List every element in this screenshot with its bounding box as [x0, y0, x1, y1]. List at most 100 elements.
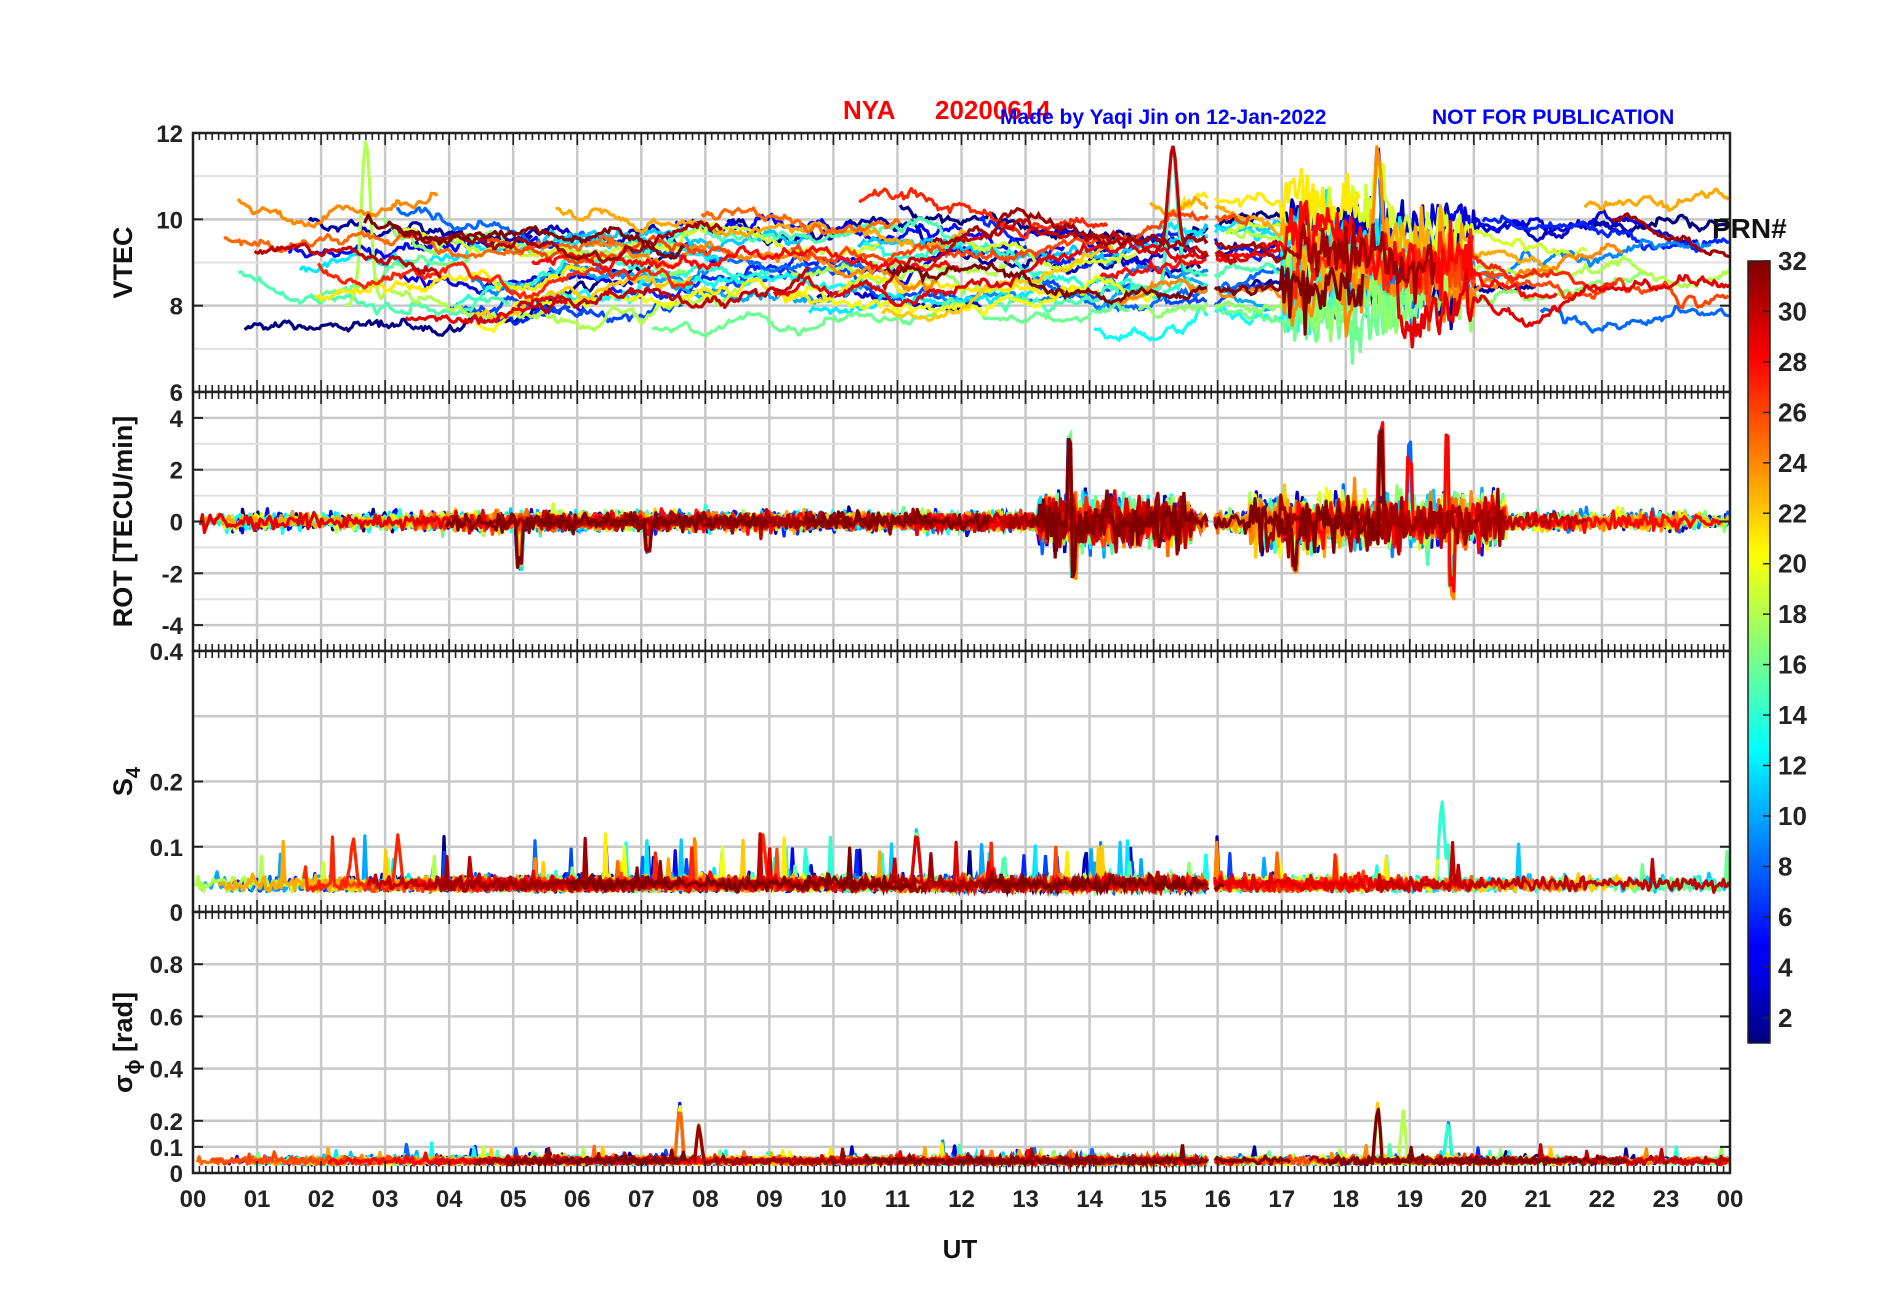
x-tick-label: 18 — [1332, 1186, 1359, 1213]
trace-prn-32 — [513, 1148, 687, 1167]
y-tick-label: 12 — [156, 121, 183, 148]
x-tick-label: 05 — [500, 1186, 527, 1213]
panel-vtec: 6 8 10 12 VTEC — [108, 121, 1732, 407]
colorbar-tick-label: 22 — [1778, 498, 1807, 528]
trace-prn-8 — [396, 206, 868, 273]
x-tick-label: 00 — [1717, 1186, 1744, 1213]
trace-prn-30 — [253, 242, 442, 279]
y-tick-label: 0.8 — [150, 952, 183, 979]
x-tick-label: 12 — [948, 1186, 975, 1213]
x-tick-label: 21 — [1525, 1186, 1552, 1213]
trace-prn-31 — [932, 206, 1209, 250]
colorbar-tick-label: 28 — [1778, 347, 1807, 377]
x-tick-label: 07 — [628, 1186, 655, 1213]
y-tick-label: 2 — [170, 458, 183, 485]
y-tick-label: -4 — [162, 613, 184, 640]
colorbar-gradient — [1747, 260, 1771, 1044]
y-tick-label: 0.6 — [150, 1004, 183, 1031]
y-tick-label: 0.2 — [150, 1109, 183, 1136]
trace-prn-26 — [209, 1150, 513, 1167]
x-tick-label: 10 — [820, 1186, 847, 1213]
colorbar-tick-label: 24 — [1778, 448, 1807, 478]
x-tick-label: 16 — [1204, 1186, 1231, 1213]
trace-prn-25 — [700, 206, 901, 236]
trace-prn-10 — [1214, 285, 1272, 312]
trace-prn-17 — [1137, 301, 1209, 319]
x-axis-label: UT — [943, 1234, 978, 1264]
colorbar-tick-label: 4 — [1778, 952, 1793, 982]
trace-prn-19 — [958, 236, 1137, 271]
x-tick-label: 19 — [1396, 1186, 1423, 1213]
y-tick-label: 0.4 — [150, 1057, 184, 1084]
y-tick-label: 0.2 — [150, 770, 183, 797]
y-tick-label: 0 — [170, 900, 183, 927]
trace-prn-6 — [1481, 214, 1729, 253]
trace-prn-32 — [885, 261, 1208, 306]
trace-prn-29 — [404, 293, 568, 325]
trace-prn-32 — [444, 510, 769, 570]
trace-prn-13 — [1093, 305, 1209, 343]
trace-prn-24 — [1116, 277, 1208, 306]
y-tick-label: 0 — [170, 1161, 183, 1188]
colorbar-tick-label: 12 — [1778, 751, 1807, 781]
colorbar-tick-label: 10 — [1778, 801, 1807, 831]
trace-prn-29 — [1215, 240, 1281, 264]
trace-prn-21 — [696, 272, 1100, 306]
y-tick-label: 0.4 — [150, 639, 184, 666]
trace-prn-30 — [1214, 249, 1238, 265]
trace-prn-8 — [1539, 304, 1730, 334]
traces-rot — [198, 421, 1730, 601]
x-tick-label: 17 — [1268, 1186, 1295, 1213]
trace-prn-32 — [363, 213, 685, 260]
y-tick-label: 10 — [156, 207, 183, 234]
trace-prn-29 — [1213, 872, 1476, 894]
trace-prn-28 — [531, 245, 961, 273]
y-axis-label: σϕ [rad] — [108, 992, 145, 1093]
trace-prn-24 — [237, 191, 439, 229]
x-tick-label: 08 — [692, 1186, 719, 1213]
trace-prn-32 — [982, 871, 1209, 898]
trace-prn-28 — [1215, 200, 1558, 302]
panel-s4: 0 0.1 0.2 0.4 S4 — [108, 639, 1732, 927]
trace-prn-28 — [1099, 257, 1207, 280]
figure-header: NYA 20200614 Made by Yaqi Jin on 12-Jan-… — [843, 95, 1674, 129]
made-by-label: Made by Yaqi Jin on 12-Jan-2022 — [1000, 106, 1326, 129]
trace-prn-32 — [1213, 882, 1225, 891]
trace-prn-31 — [433, 836, 681, 893]
trace-prn-26 — [1215, 213, 1252, 226]
traces-vtec — [223, 140, 1730, 365]
trace-prn-27 — [317, 261, 694, 300]
y-tick-label: -2 — [162, 561, 183, 588]
x-tick-label: 14 — [1076, 1186, 1103, 1213]
station-label: NYA — [843, 95, 896, 125]
y-tick-label: 4 — [170, 406, 184, 433]
trace-prn-26 — [790, 208, 1209, 265]
y-axis-label: VTEC — [108, 226, 138, 298]
trace-prn-29 — [198, 508, 491, 535]
trace-prn-32 — [1028, 437, 1209, 579]
y-tick-label: 6 — [170, 380, 183, 407]
not-for-publication-label: NOT FOR PUBLICATION — [1432, 106, 1674, 129]
x-tick-label: 13 — [1012, 1186, 1039, 1213]
trace-prn-20 — [782, 274, 1157, 317]
date-label: 20200614 — [935, 95, 1051, 125]
y-tick-label: 0.1 — [150, 835, 183, 862]
x-tick-label: 11 — [885, 1186, 910, 1213]
trace-prn-30 — [881, 145, 1210, 293]
colorbar-tick-label: 8 — [1778, 851, 1792, 881]
trace-prn-18 — [790, 262, 1008, 286]
colorbar-tick-label: 32 — [1778, 246, 1807, 276]
panel-sigma_phi: 00.10.2 0.4 0.6 0.8σϕ [rad] — [108, 910, 1732, 1188]
trace-prn-23 — [555, 206, 967, 252]
trace-prn-32 — [1213, 428, 1386, 572]
trace-prn-32 — [568, 846, 913, 894]
trace-prn-31 — [390, 220, 723, 264]
trace-prn-29 — [1395, 268, 1730, 349]
colorbar-title: PRN# — [1712, 213, 1787, 244]
panel-rot: -4 -2 0 2 4 ROT [TECU/min] — [108, 390, 1732, 653]
colorbar-tick-label: 26 — [1778, 397, 1807, 427]
trace-prn-20 — [474, 287, 718, 334]
